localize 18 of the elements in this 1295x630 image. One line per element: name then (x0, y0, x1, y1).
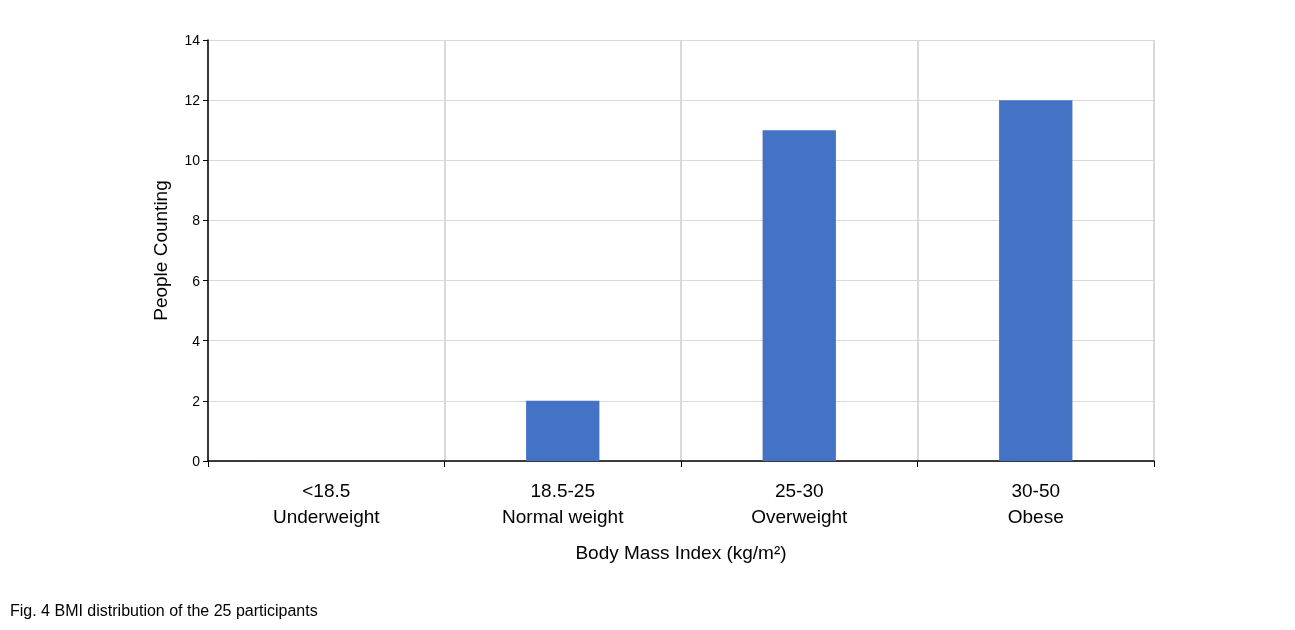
bar (999, 100, 1073, 461)
y-tick-label: 8 (192, 212, 201, 229)
y-tick-label: 0 (192, 453, 201, 469)
x-tick-label: 18.5-25 Normal weight (502, 479, 625, 527)
bar (526, 400, 600, 461)
x-tick-label: 30-50 Obese (1007, 479, 1064, 527)
x-tick-label: <18.5 Underweight (272, 479, 381, 527)
x-axis-title: Body Mass Index (kg/m²) (575, 542, 787, 563)
bar (762, 130, 836, 461)
y-tick-label: 6 (192, 272, 201, 289)
caption: Fig. 4 BMI distribution of the 25 participants (10, 602, 318, 620)
x-tick-label: 25-30 Overweight (751, 479, 849, 527)
y-tick-label: 4 (192, 332, 201, 349)
y-tick-label: 14 (184, 32, 201, 48)
y-axis-title: People Counting (150, 180, 171, 321)
y-tick-label: 10 (184, 152, 201, 169)
y-tick-label: 2 (192, 392, 201, 409)
y-tick-label: 12 (184, 92, 201, 109)
